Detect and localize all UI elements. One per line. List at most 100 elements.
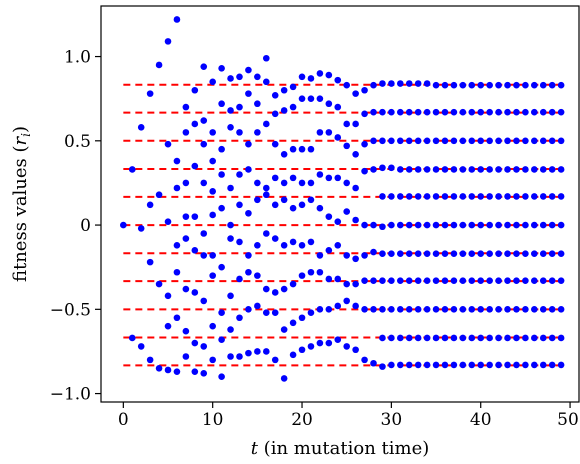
data-point	[423, 361, 431, 369]
data-point	[441, 361, 449, 369]
data-point	[352, 150, 359, 158]
data-point	[370, 277, 377, 284]
x-axis-ticks: 0 10 20 30 40 50	[118, 402, 579, 430]
data-point	[513, 334, 520, 342]
data-point	[262, 184, 270, 192]
data-point	[218, 336, 225, 343]
data-point	[164, 366, 172, 374]
data-point	[254, 241, 261, 249]
data-point	[405, 334, 413, 342]
data-point	[254, 348, 261, 355]
data-point	[539, 277, 547, 284]
data-point	[450, 221, 458, 229]
data-point	[548, 166, 556, 173]
y-axis-label-var: r	[10, 135, 31, 145]
data-point	[182, 353, 190, 360]
data-point	[539, 250, 547, 258]
data-point	[271, 201, 279, 209]
data-point	[271, 174, 279, 182]
data-point	[441, 306, 449, 313]
data-point	[397, 108, 404, 116]
data-point	[450, 334, 458, 342]
data-point	[370, 81, 377, 89]
data-point	[209, 129, 216, 136]
data-point	[405, 250, 413, 258]
data-point	[504, 334, 511, 342]
data-point	[379, 277, 386, 284]
data-point	[200, 370, 208, 377]
data-point	[450, 81, 458, 89]
data-point	[200, 140, 208, 148]
data-point	[405, 108, 413, 116]
data-point	[289, 145, 297, 153]
data-point	[548, 137, 556, 145]
data-point	[254, 73, 261, 81]
data-point	[343, 142, 351, 150]
data-point	[432, 193, 440, 200]
data-point	[209, 211, 216, 219]
data-point	[468, 361, 476, 369]
data-point	[236, 129, 243, 136]
data-point	[539, 334, 547, 342]
data-point	[307, 179, 315, 187]
data-point	[459, 306, 467, 313]
data-point	[352, 90, 359, 97]
data-point	[227, 235, 234, 242]
data-point	[531, 277, 538, 284]
data-point	[388, 250, 395, 258]
data-point	[352, 280, 359, 288]
data-point	[298, 145, 306, 153]
data-point	[307, 196, 315, 204]
data-point	[388, 193, 395, 200]
x-tick-label: 40	[470, 410, 492, 430]
data-point	[388, 277, 395, 284]
data-point	[227, 221, 234, 229]
data-point	[486, 277, 493, 284]
data-point	[334, 76, 342, 84]
data-point	[218, 373, 225, 381]
data-point	[531, 81, 538, 89]
data-point	[379, 108, 386, 116]
data-point	[289, 280, 297, 288]
data-point	[227, 326, 234, 333]
x-axis-label-rest: (in mutation time)	[258, 438, 429, 459]
data-point	[486, 108, 493, 116]
data-point	[271, 235, 279, 242]
data-point	[245, 140, 252, 148]
data-point	[504, 81, 511, 89]
data-point	[352, 346, 359, 354]
data-point	[513, 166, 520, 173]
data-point	[531, 193, 538, 200]
data-point	[513, 306, 520, 313]
data-point	[405, 306, 413, 313]
data-point	[236, 103, 243, 111]
data-point	[307, 309, 315, 316]
data-point	[280, 285, 288, 293]
data-point	[361, 277, 368, 284]
data-point	[513, 221, 520, 229]
data-point	[200, 252, 208, 259]
data-point	[370, 137, 377, 145]
data-point	[397, 80, 404, 87]
data-point	[504, 137, 511, 145]
data-point	[173, 16, 181, 23]
data-point	[557, 306, 565, 313]
data-point	[379, 363, 386, 370]
data-point	[539, 306, 547, 313]
data-point	[432, 334, 440, 342]
data-point	[531, 108, 538, 116]
data-point	[271, 92, 279, 99]
data-point	[441, 334, 449, 342]
data-point	[468, 277, 476, 284]
data-point	[522, 277, 529, 284]
data-point	[352, 302, 359, 310]
data-point	[441, 250, 449, 258]
y-axis-ticks: −1.0 −0.5 0 0.5 1.0	[50, 48, 101, 405]
data-point	[271, 140, 279, 148]
data-point	[137, 225, 145, 232]
y-axis-label-sub: i	[19, 133, 33, 137]
y-axis-label-prefix: fitness values (	[10, 145, 31, 282]
data-point	[173, 241, 181, 249]
data-point	[307, 95, 315, 102]
data-point	[155, 280, 163, 288]
